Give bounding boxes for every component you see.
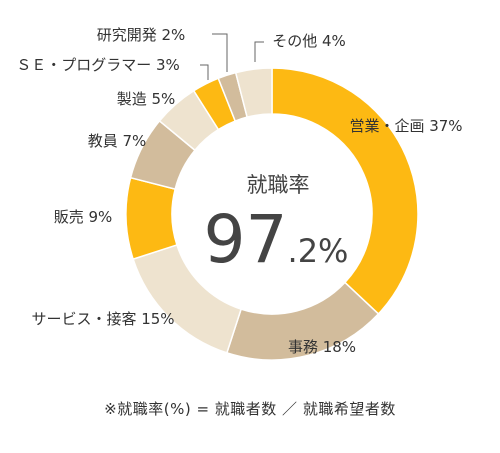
slice-label-6: 製造 5% — [117, 90, 176, 108]
footnote: ※就職率(%) = 就職者数 ／ 就職希望者数 — [104, 400, 396, 418]
donut-slices — [125, 67, 419, 361]
leader-line-9 — [254, 41, 264, 62]
slice-label-4: 販売 9% — [54, 208, 113, 226]
slice-1 — [271, 67, 419, 316]
slice-4 — [125, 176, 178, 261]
slice-label-3: サービス・接客 15% — [31, 310, 174, 328]
leader-line-7 — [200, 64, 209, 80]
slice-label-9: その他 4% — [272, 32, 346, 50]
center-value-main: 97 — [204, 201, 288, 278]
leader-lines — [200, 33, 264, 80]
slice-label-2: 事務 18% — [288, 338, 356, 356]
center-value-sub: .2% — [288, 232, 349, 270]
slice-label-8: 研究開発 2% — [97, 26, 186, 44]
slice-labels: 営業・企画 37% 事務 18% サービス・接客 15% 販売 9% 教員 7% 製造 5… — [16, 26, 462, 356]
slice-label-5: 教員 7% — [88, 132, 147, 150]
center-value: 97.2% — [204, 201, 349, 278]
slice-9 — [234, 67, 273, 119]
slice-label-7: ＳＥ・プログラマー 3% — [16, 56, 180, 74]
center-title: 就職率 — [247, 173, 310, 197]
slice-label-1: 営業・企画 37% — [349, 117, 462, 135]
leader-line-8 — [212, 33, 228, 72]
